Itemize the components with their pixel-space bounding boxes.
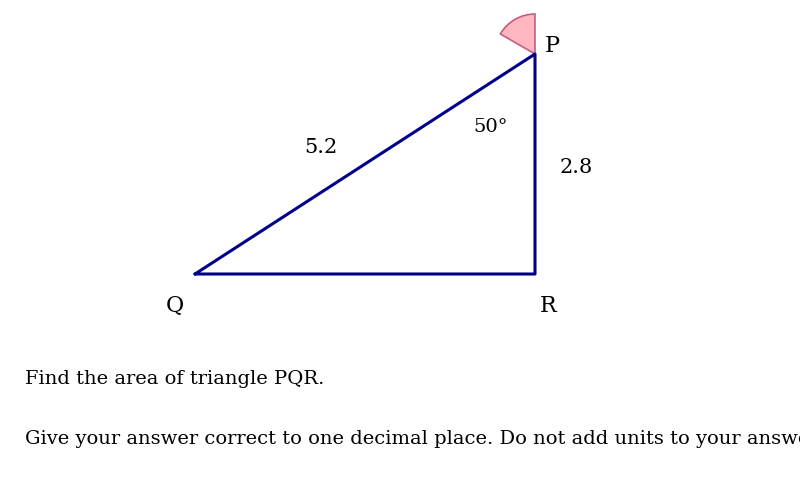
Text: 50°: 50° (474, 118, 508, 136)
Text: Find the area of triangle PQR.: Find the area of triangle PQR. (25, 369, 324, 387)
Text: Give your answer correct to one decimal place. Do not add units to your answer.: Give your answer correct to one decimal … (25, 429, 800, 447)
Text: 2.8: 2.8 (560, 158, 594, 177)
Text: 5.2: 5.2 (305, 138, 338, 157)
Wedge shape (500, 15, 535, 55)
Text: Q: Q (166, 294, 184, 317)
Text: P: P (545, 35, 560, 57)
Text: R: R (540, 294, 557, 317)
